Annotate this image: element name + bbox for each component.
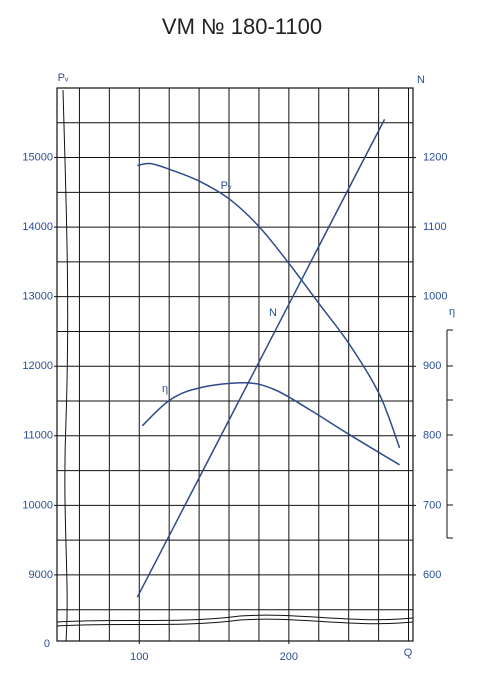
- curve: [137, 162, 401, 449]
- curve-label: Pᵥ: [221, 180, 232, 192]
- curve: [136, 118, 386, 598]
- y-tick-label: 9000: [29, 569, 53, 581]
- axis-break: [56, 618, 414, 627]
- axis-break: [62, 89, 69, 642]
- y2-tick-label: 1100: [423, 221, 447, 233]
- y2-tick-label: 1200: [423, 151, 447, 163]
- y-tick-label: 15000: [22, 151, 53, 163]
- eta-axis-title: η: [449, 306, 455, 318]
- plot-frame: [56, 87, 414, 642]
- axis-break-label: 0: [44, 638, 50, 650]
- y-tick-label: 14000: [22, 221, 53, 233]
- y2-tick-label: 1000: [423, 291, 447, 303]
- y2-tick-label: 900: [423, 360, 441, 372]
- eta-axis-ticks: [447, 329, 453, 539]
- y-tick-label: 13000: [22, 291, 53, 303]
- y2-tick-label: 600: [423, 569, 441, 581]
- x-tick-label: 200: [280, 651, 298, 663]
- y-tick-label: 10000: [22, 499, 53, 511]
- curve-label: N: [269, 307, 277, 319]
- y2-tick-label: 700: [423, 499, 441, 511]
- y-tick-label: 12000: [22, 360, 53, 372]
- curve: [141, 381, 400, 466]
- x-axis-title: Q: [404, 647, 413, 659]
- y2-tick-label: 800: [423, 430, 441, 442]
- y2-axis-title: N: [417, 74, 425, 86]
- y-axis-title: Pᵥ: [58, 72, 69, 84]
- y-tick-label: 11000: [23, 430, 53, 442]
- x-tick-label: 100: [130, 651, 148, 663]
- axis-break: [56, 614, 414, 623]
- chart-title: VM № 180-1100: [162, 14, 322, 39]
- curve-label: η: [162, 383, 168, 395]
